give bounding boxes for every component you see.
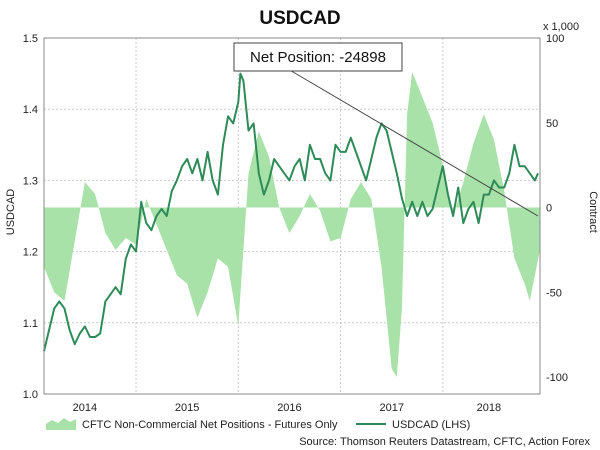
right-axis-ticks: -100 -50 0 50 100 xyxy=(546,33,568,384)
annotation-connector xyxy=(291,70,539,217)
right-tick-label: -100 xyxy=(546,372,568,384)
left-tick-label: 1.5 xyxy=(23,33,38,45)
x-tick-label: 2016 xyxy=(277,402,301,414)
annotation-line xyxy=(291,70,539,217)
net-position-area-path xyxy=(44,71,540,378)
legend-area-swatch xyxy=(46,418,76,430)
x-tick-label: 2015 xyxy=(175,402,199,414)
legend-area-label: CFTC Non-Commercial Net Positions - Futu… xyxy=(82,419,338,431)
left-tick-label: 1.4 xyxy=(23,104,38,116)
left-axis-label: USDCAD xyxy=(5,189,17,236)
usdcad-line xyxy=(43,72,539,352)
source-text: Source: Thomson Reuters Datastream, CFTC… xyxy=(299,436,590,448)
annotation-text: Net Position: -24898 xyxy=(250,49,386,66)
x-tick-label: 2018 xyxy=(477,402,501,414)
net-position-area xyxy=(44,71,540,378)
right-tick-label: 100 xyxy=(546,33,564,45)
left-tick-label: 1.1 xyxy=(23,318,38,330)
x-tick-label: 2017 xyxy=(379,402,403,414)
left-tick-label: 1.3 xyxy=(23,175,38,187)
legend: CFTC Non-Commercial Net Positions - Futu… xyxy=(46,418,470,431)
x-axis-ticks: 2014 2015 2016 2017 2018 xyxy=(73,402,501,414)
right-axis-label: Contract xyxy=(587,191,599,233)
right-axis-multiplier: x 1,000 xyxy=(543,21,579,33)
plot-frame xyxy=(43,37,541,395)
annotation-box: Net Position: -24898 xyxy=(233,42,403,72)
legend-line-label: USDCAD (LHS) xyxy=(392,419,470,431)
left-tick-label: 1.2 xyxy=(23,247,38,259)
usdcad-line-path xyxy=(43,72,539,352)
x-tick-label: 2014 xyxy=(73,402,97,414)
left-tick-label: 1.0 xyxy=(23,389,38,401)
right-tick-label: -50 xyxy=(546,287,562,299)
right-tick-label: 0 xyxy=(546,203,552,215)
chart-title: USDCAD xyxy=(259,8,340,29)
left-axis-ticks: 1.0 1.1 1.2 1.3 1.4 1.5 xyxy=(23,33,38,401)
right-tick-label: 50 xyxy=(546,118,558,130)
